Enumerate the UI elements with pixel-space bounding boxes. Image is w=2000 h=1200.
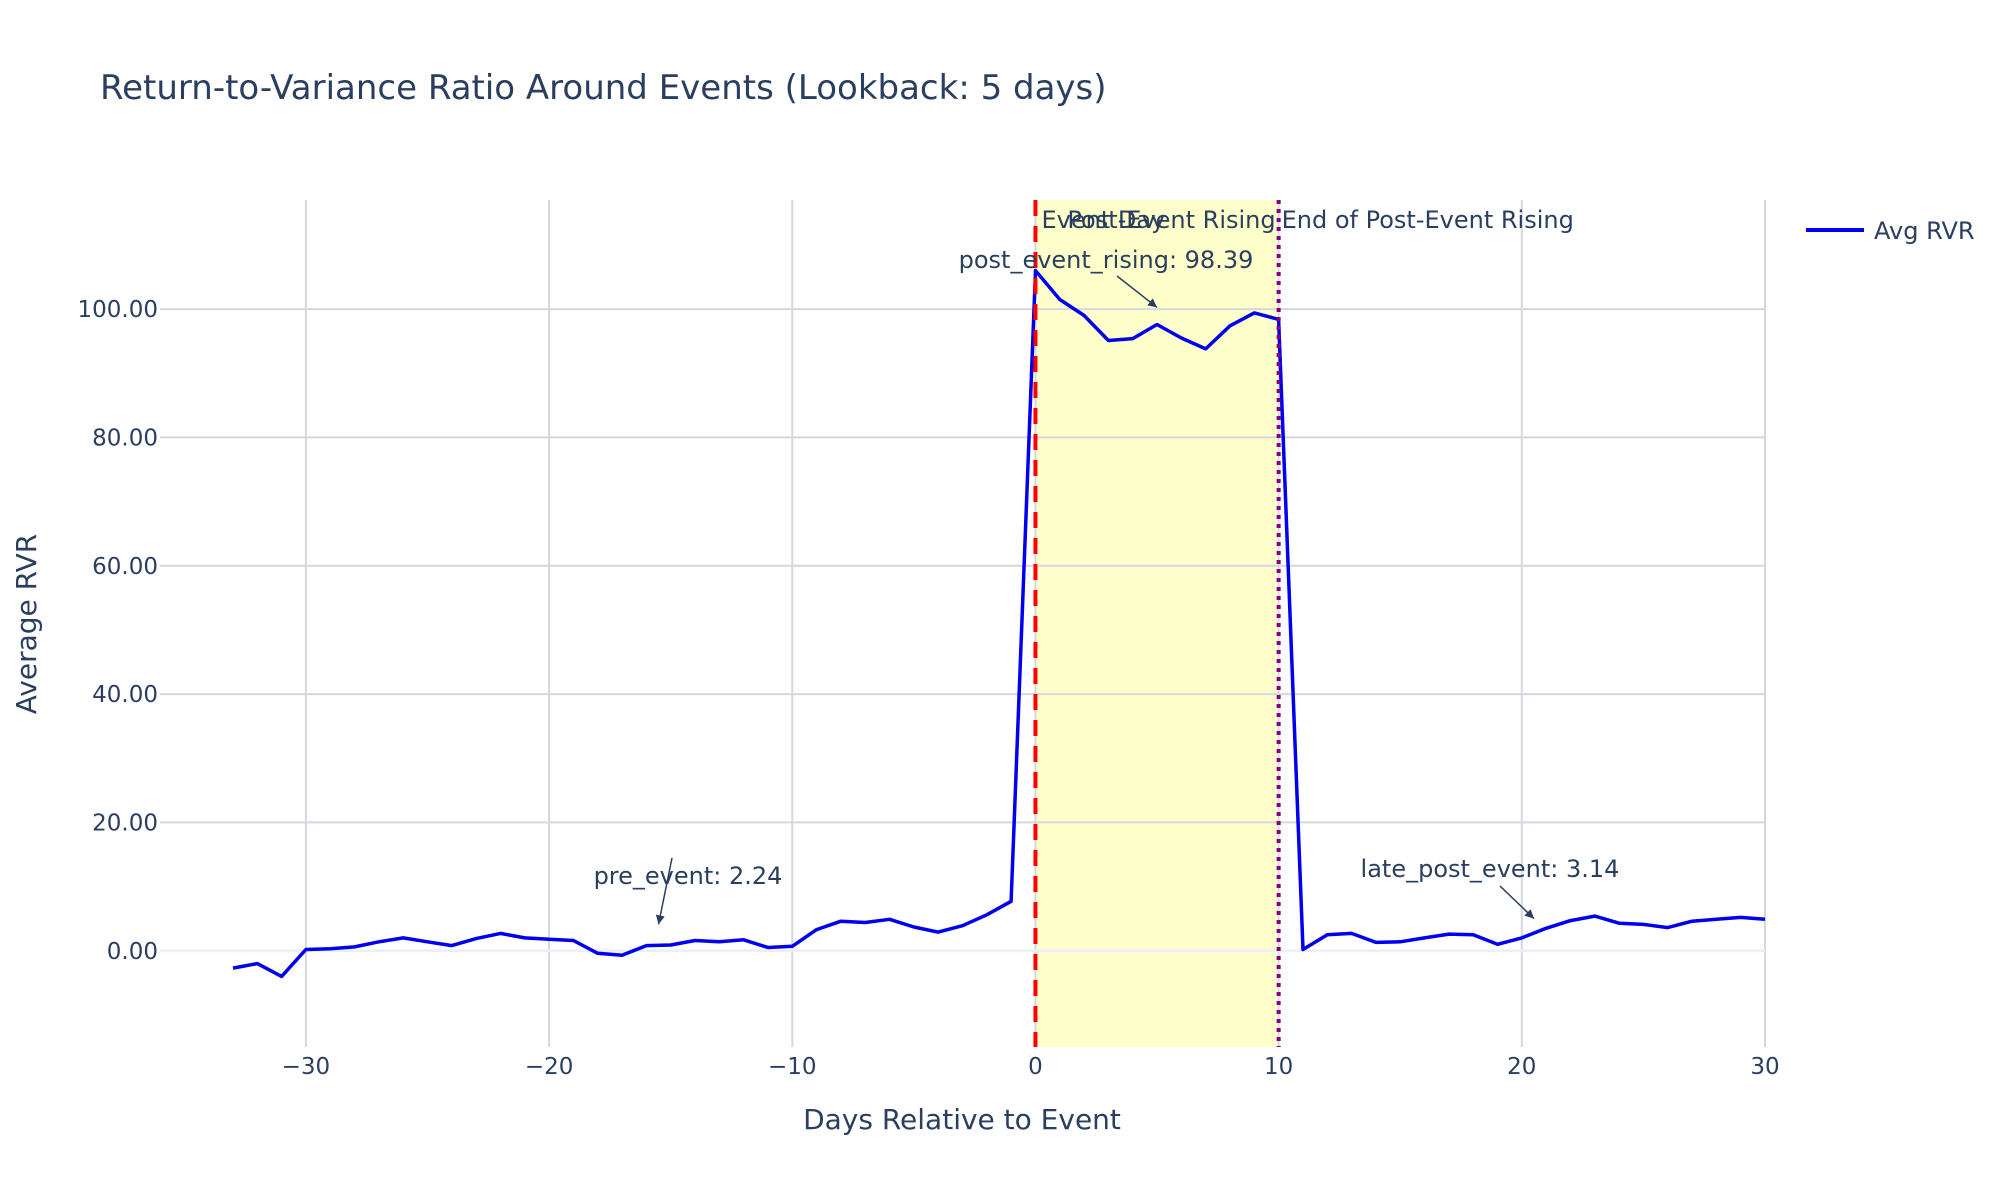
shaded-region (1035, 200, 1279, 1047)
series-line-avg-rvr (232, 268, 1766, 979)
y-axis-title: Average RVR (10, 534, 43, 714)
legend-label: Avg RVR (1874, 217, 1975, 245)
x-tick-label: 10 (1264, 1054, 1293, 1080)
x-tick-label: −10 (768, 1054, 817, 1080)
end-of-rising-label: End of Post-Event Rising (1282, 206, 1574, 234)
annotation-late-post-event-arrow (1499, 885, 1535, 920)
chart-title: Return-to-Variance Ratio Around Events (… (100, 68, 1107, 108)
x-tick-label: 20 (1507, 1054, 1536, 1080)
y-tick-label: 20.00 (92, 810, 158, 836)
annotation-pre-event-arrow (655, 857, 673, 925)
annotation-late-post-event: late_post_event: 3.14 (1361, 855, 1620, 883)
x-tick-label: 0 (1028, 1054, 1043, 1080)
y-tick-label: 100.00 (78, 297, 158, 323)
x-tick-label: −20 (525, 1054, 574, 1080)
x-tick-label: 30 (1750, 1054, 1779, 1080)
event-day-label: Event Day (1041, 206, 1165, 234)
x-axis-title: Days Relative to Event (803, 1103, 1121, 1136)
annotation-post-event-rising: post_event_rising: 98.39 (959, 246, 1254, 274)
y-tick-label: 80.00 (92, 425, 158, 451)
y-tick-label: 0.00 (107, 939, 158, 965)
x-tick-label: −30 (282, 1054, 331, 1080)
region-label: Post-Event Rising (1067, 206, 1275, 234)
y-tick-label: 40.00 (92, 682, 158, 708)
annotation-post-event-rising-arrow (1116, 275, 1158, 309)
y-tick-label: 60.00 (92, 554, 158, 580)
annotation-pre-event: pre_event: 2.24 (594, 862, 783, 890)
